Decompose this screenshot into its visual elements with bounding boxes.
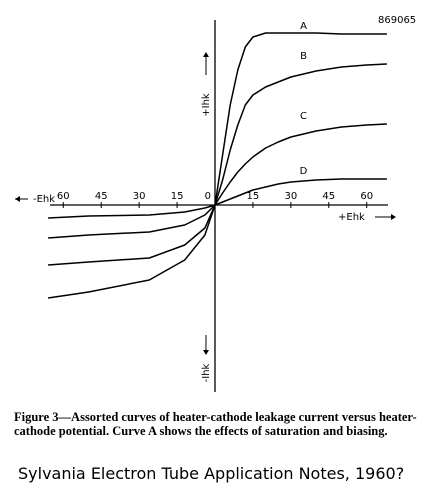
x-tick-label: 15 [171,191,184,202]
curve-label: D [300,166,308,177]
chart: 869065 -Ehk +Ehk +Ihk -Ihk 60 45 30 15 0 15 30… [15,15,416,392]
x-tick-label: 60 [57,191,70,202]
arrow-head [391,214,396,220]
caption: Figure 3—Assorted curves of heater-catho… [14,410,417,438]
curve [48,63,387,266]
x-tick-label: 60 [360,191,373,202]
x-axis-label: +Ehk [338,212,365,223]
x-tick-label: 30 [284,191,297,202]
curve [48,178,387,219]
arrow-head [15,196,20,202]
curve [47,32,387,299]
x-tick-label: 0 [205,191,211,202]
x-tick-label: 45 [322,191,335,202]
x-tick-label: 45 [95,191,108,202]
curve-label: C [300,111,307,122]
curve-label: A [300,21,307,32]
y-axis-label: -Ihk [201,363,212,382]
arrow-head [203,52,209,57]
curve [48,123,387,239]
x-tick-label: 30 [133,191,146,202]
x-tick-label: 15 [247,191,260,202]
y-axis-label: +Ihk [201,93,212,117]
source: Sylvania Electron Tube Application Notes… [18,464,405,483]
arrow-head [203,350,209,355]
figure-code: 869065 [378,15,416,26]
curve-label: B [300,51,307,62]
x-axis-label: -Ehk [33,194,55,205]
